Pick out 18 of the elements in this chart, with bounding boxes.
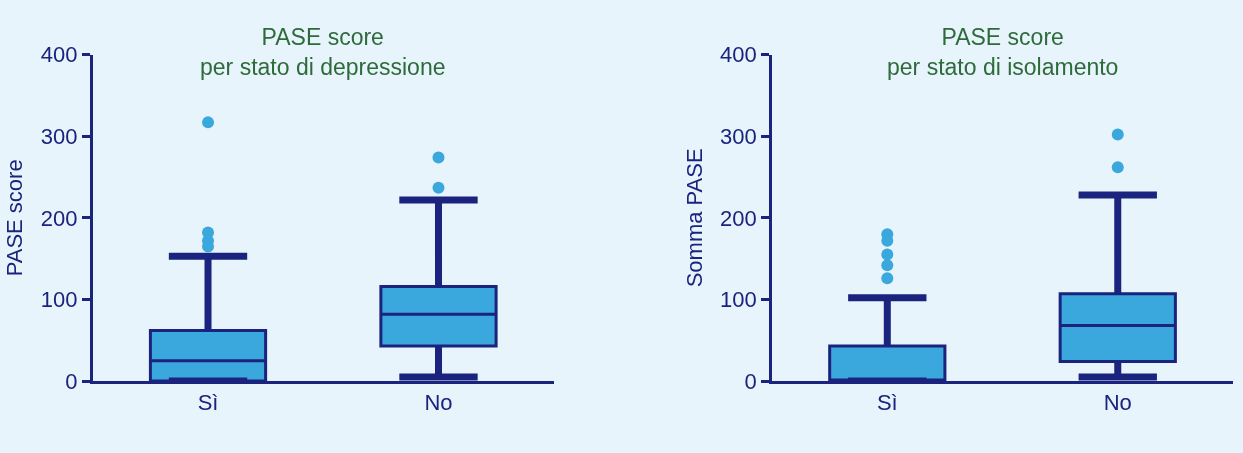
x-tick-label: No bbox=[424, 390, 453, 416]
x-tick-label: Sì bbox=[876, 390, 898, 416]
y-tick-label: 400 bbox=[40, 42, 78, 68]
y-tick-label: 100 bbox=[719, 287, 757, 313]
y-axis-title: PASE score bbox=[2, 159, 28, 277]
y-tick-label: 100 bbox=[40, 287, 78, 313]
y-tick-label: 400 bbox=[719, 42, 757, 68]
y-tick-label: 300 bbox=[40, 123, 78, 149]
x-tick-label: No bbox=[1103, 390, 1132, 416]
y-tick-label: 300 bbox=[719, 123, 757, 149]
y-tick-label: 0 bbox=[744, 368, 757, 394]
y-axis-title: Somma PASE bbox=[681, 148, 707, 288]
y-tick-label: 200 bbox=[719, 205, 757, 231]
x-tick-label: Sì bbox=[197, 390, 219, 416]
y-tick-label: 0 bbox=[65, 368, 78, 394]
chart-title: PASE score per stato di depressione bbox=[200, 24, 446, 80]
y-tick-label: 200 bbox=[40, 205, 78, 231]
chart-title: PASE score per stato di isolamento bbox=[887, 24, 1119, 80]
